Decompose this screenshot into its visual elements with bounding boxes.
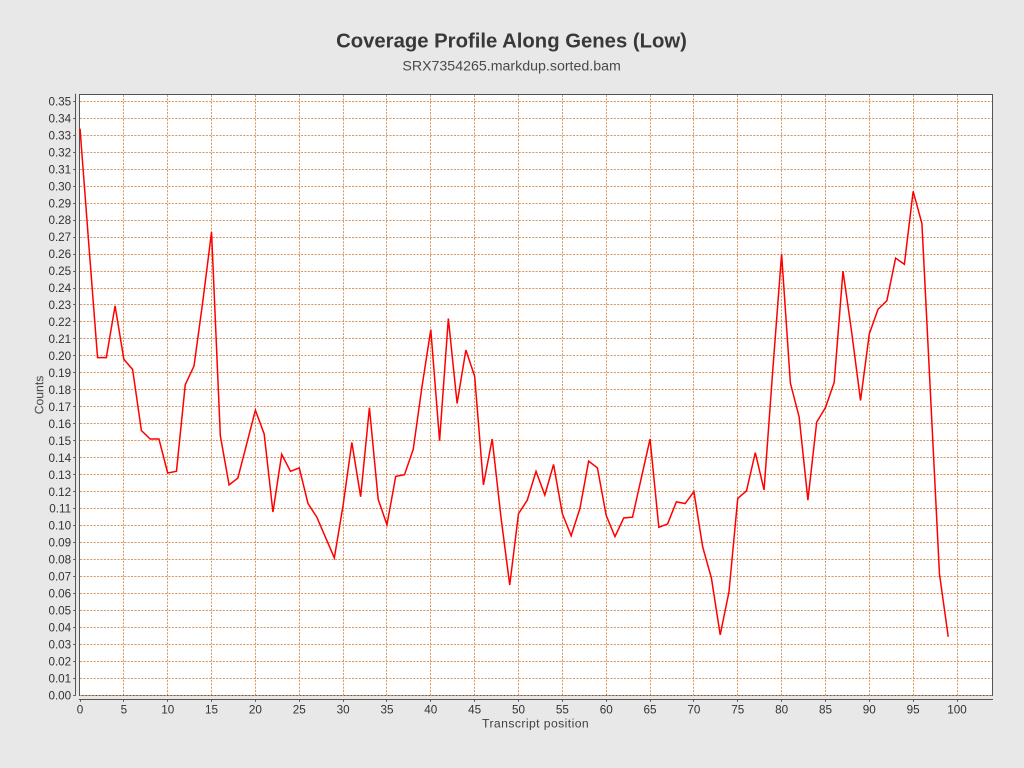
svg-text:0.21: 0.21	[48, 333, 71, 346]
svg-text:30: 30	[337, 704, 351, 717]
svg-text:70: 70	[687, 704, 701, 717]
svg-text:0.04: 0.04	[48, 622, 71, 635]
svg-text:10: 10	[161, 704, 175, 717]
svg-text:0.08: 0.08	[48, 554, 71, 567]
svg-text:80: 80	[775, 704, 789, 717]
svg-text:0.12: 0.12	[48, 486, 71, 499]
svg-text:20: 20	[249, 704, 263, 717]
svg-text:0.35: 0.35	[48, 95, 71, 108]
svg-text:Coverage Profile Along Genes (: Coverage Profile Along Genes (Low)	[336, 31, 687, 53]
svg-text:0.19: 0.19	[48, 367, 71, 380]
svg-text:60: 60	[600, 704, 614, 717]
svg-text:0.14: 0.14	[48, 452, 71, 465]
svg-text:Transcript position: Transcript position	[482, 716, 589, 730]
svg-text:0.31: 0.31	[48, 163, 71, 176]
svg-text:0.27: 0.27	[48, 231, 71, 244]
svg-text:0: 0	[77, 704, 84, 717]
svg-text:0.03: 0.03	[48, 638, 71, 651]
svg-text:0.00: 0.00	[48, 689, 71, 702]
svg-text:0.07: 0.07	[48, 571, 71, 584]
svg-text:0.32: 0.32	[48, 146, 71, 159]
svg-text:0.20: 0.20	[48, 350, 71, 363]
svg-text:0.09: 0.09	[48, 537, 71, 550]
svg-text:15: 15	[205, 704, 219, 717]
svg-text:0.18: 0.18	[48, 384, 71, 397]
svg-text:100: 100	[947, 704, 967, 717]
svg-text:5: 5	[121, 704, 128, 717]
svg-text:0.23: 0.23	[48, 299, 71, 312]
svg-text:50: 50	[512, 704, 526, 717]
svg-text:45: 45	[468, 704, 482, 717]
svg-text:0.01: 0.01	[48, 672, 71, 685]
svg-text:0.16: 0.16	[48, 418, 71, 431]
svg-text:0.22: 0.22	[48, 316, 71, 329]
svg-text:Counts: Counts	[32, 376, 46, 415]
svg-text:0.24: 0.24	[48, 282, 71, 295]
svg-text:0.17: 0.17	[48, 401, 71, 414]
svg-text:40: 40	[424, 704, 438, 717]
svg-text:0.06: 0.06	[48, 588, 71, 601]
svg-text:0.15: 0.15	[48, 435, 71, 448]
svg-text:90: 90	[863, 704, 877, 717]
svg-text:0.28: 0.28	[48, 214, 71, 227]
svg-text:0.11: 0.11	[49, 503, 71, 516]
svg-text:0.30: 0.30	[48, 180, 71, 193]
svg-text:0.05: 0.05	[48, 605, 71, 618]
svg-text:0.29: 0.29	[48, 197, 71, 210]
svg-text:0.34: 0.34	[48, 112, 71, 125]
svg-text:0.02: 0.02	[48, 655, 71, 668]
svg-text:SRX7354265.markdup.sorted.bam: SRX7354265.markdup.sorted.bam	[402, 59, 620, 75]
svg-text:95: 95	[907, 704, 921, 717]
svg-text:35: 35	[380, 704, 394, 717]
svg-text:0.26: 0.26	[48, 248, 71, 261]
svg-text:0.10: 0.10	[48, 520, 71, 533]
svg-text:0.25: 0.25	[48, 265, 71, 278]
svg-text:65: 65	[644, 704, 658, 717]
svg-text:0.33: 0.33	[48, 129, 71, 142]
svg-text:0.13: 0.13	[48, 469, 71, 482]
svg-text:55: 55	[556, 704, 570, 717]
svg-text:25: 25	[293, 704, 307, 717]
svg-text:75: 75	[731, 704, 745, 717]
svg-text:85: 85	[819, 704, 833, 717]
